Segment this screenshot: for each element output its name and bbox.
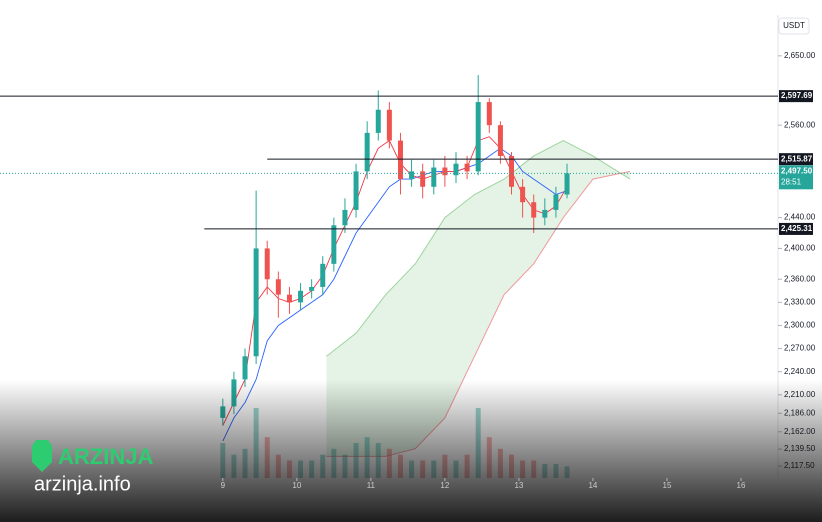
candle-body xyxy=(342,209,348,226)
y-tick-label: 2,650.00 xyxy=(784,51,816,60)
candle-body xyxy=(386,109,392,141)
cloud xyxy=(326,140,630,457)
y-tick-label: 2,360.00 xyxy=(784,274,816,283)
last-price-label: 2,497.50 xyxy=(781,166,813,175)
y-tick-label: 2,240.00 xyxy=(784,367,816,376)
candle-body xyxy=(475,102,481,172)
last-price-box xyxy=(779,165,813,190)
candle-body xyxy=(309,286,315,291)
candle-body xyxy=(242,356,248,380)
candle-body xyxy=(442,167,448,176)
candle-body xyxy=(375,109,381,133)
candle-body xyxy=(420,171,426,187)
candle-body xyxy=(264,248,270,280)
x-tick-label: 16 xyxy=(737,481,746,490)
brand: ARZINJA xyxy=(58,444,153,469)
candle-body xyxy=(520,186,526,203)
level-label: 2,425.31 xyxy=(781,224,813,233)
candle-body xyxy=(275,279,281,295)
candle-body xyxy=(253,248,259,357)
candle-body xyxy=(486,102,492,126)
x-tick-label: 12 xyxy=(440,481,449,490)
y-tick-label: 2,330.00 xyxy=(784,297,816,306)
countdown: 28:51 xyxy=(781,177,802,186)
candle-body xyxy=(497,125,503,156)
level-label: 2,515.87 xyxy=(781,154,813,163)
y-tick-label: 2,300.00 xyxy=(784,321,816,330)
candle-body xyxy=(331,225,337,264)
candle-body xyxy=(364,132,370,172)
candle-body xyxy=(353,171,359,210)
candle-body xyxy=(298,290,304,303)
candle-body xyxy=(397,140,403,180)
y-tick-label: 2,560.00 xyxy=(784,120,816,129)
candle-body xyxy=(453,163,459,176)
x-tick-label: 15 xyxy=(663,481,672,490)
candle-body xyxy=(286,294,292,303)
y-tick-label: 2,400.00 xyxy=(784,244,816,253)
level-box xyxy=(779,222,813,235)
bottom-fade xyxy=(0,380,822,522)
currency: USDT xyxy=(783,21,805,30)
candle-body xyxy=(431,167,437,187)
level-box xyxy=(779,90,813,103)
level-label: 2,597.69 xyxy=(781,91,813,100)
x-tick-label: 13 xyxy=(514,481,523,490)
candle-body xyxy=(564,173,570,195)
candle-body xyxy=(509,155,515,187)
x-tick-label: 10 xyxy=(292,481,301,490)
logo-icon xyxy=(32,440,52,472)
x-tick-label: 11 xyxy=(367,481,376,490)
candle-body xyxy=(409,171,415,180)
cloud-upper xyxy=(326,140,631,357)
site: arzinja.info xyxy=(34,473,131,495)
candle-body xyxy=(464,163,470,172)
candle-body xyxy=(553,194,559,210)
candle-body xyxy=(542,209,548,218)
indicator-line xyxy=(222,147,568,442)
x-tick-label: 14 xyxy=(588,481,597,490)
candle-body xyxy=(320,263,326,287)
y-tick-label: 2,270.00 xyxy=(784,344,816,353)
y-tick-label: 2,440.00 xyxy=(784,213,816,222)
level-box xyxy=(779,153,813,166)
currency-box xyxy=(778,17,810,35)
x-tick-label: 9 xyxy=(221,481,226,490)
candle-body xyxy=(531,202,537,218)
